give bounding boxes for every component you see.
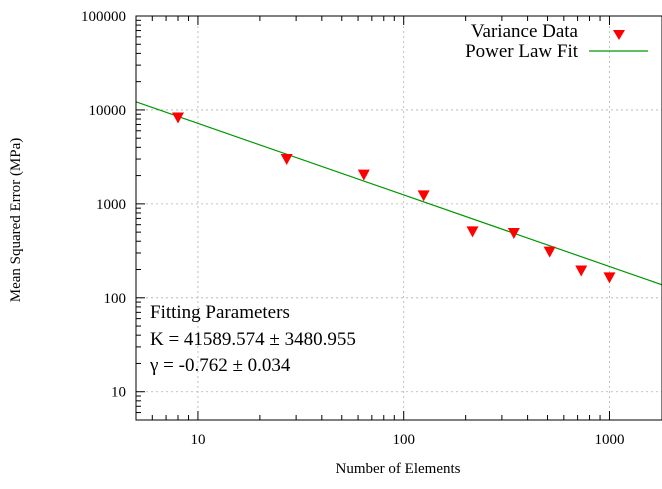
y-tick-label: 10: [111, 385, 126, 401]
x-tick-label: 1000: [594, 432, 624, 448]
data-points-layer: [172, 112, 616, 284]
data-point: [543, 246, 556, 258]
legend-label-variance-data: Variance Data: [471, 21, 579, 42]
fit-parameters-box: Fitting Parameters K = 41589.574 ± 3480.…: [149, 302, 356, 376]
power-law-fit-line: [135, 101, 662, 286]
grid: [136, 16, 662, 420]
axis-ticks: 10 100 1000 10 100 1000 10000 100000: [81, 9, 624, 448]
data-point: [507, 227, 520, 239]
y-axis-title: Mean Squared Error (MPa): [8, 138, 24, 303]
y-tick-label: 10000: [89, 103, 127, 119]
x-axis-title: Number of Elements: [336, 461, 461, 477]
data-point: [357, 169, 370, 181]
legend-marker-variance-data: [613, 30, 625, 40]
fit-parameter-gamma: γ = -0.762 ± 0.034: [149, 355, 291, 376]
legend: Variance Data Power Law Fit: [465, 21, 648, 62]
y-tick-label: 1000: [96, 197, 126, 213]
fit-parameter-k: K = 41589.574 ± 3480.955: [150, 329, 356, 350]
data-point: [603, 272, 616, 284]
legend-label-power-law-fit: Power Law Fit: [465, 41, 579, 62]
fit-parameters-title: Fitting Parameters: [150, 302, 290, 323]
data-point: [280, 154, 293, 166]
y-tick-label: 100: [104, 291, 127, 307]
data-point: [417, 190, 430, 202]
data-point: [172, 112, 185, 124]
y-tick-label: 100000: [81, 9, 126, 25]
data-point: [466, 226, 479, 238]
data-point: [575, 265, 588, 277]
x-tick-label: 100: [392, 432, 415, 448]
x-tick-label: 10: [190, 432, 205, 448]
fit-line-layer: [135, 101, 662, 286]
